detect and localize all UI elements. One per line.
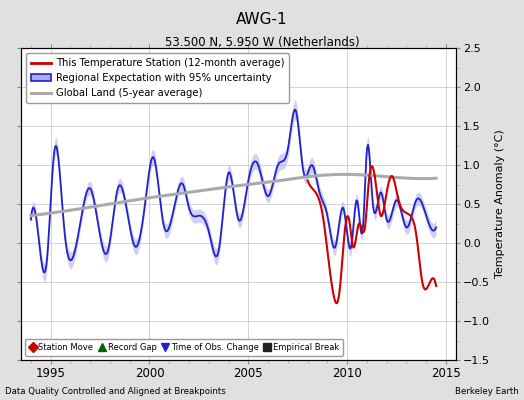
Legend: Station Move, Record Gap, Time of Obs. Change, Empirical Break: Station Move, Record Gap, Time of Obs. C… bbox=[25, 338, 343, 356]
Text: Berkeley Earth: Berkeley Earth bbox=[455, 387, 519, 396]
Text: AWG-1: AWG-1 bbox=[236, 12, 288, 27]
Y-axis label: Temperature Anomaly (°C): Temperature Anomaly (°C) bbox=[495, 130, 505, 278]
Text: 53.500 N, 5.950 W (Netherlands): 53.500 N, 5.950 W (Netherlands) bbox=[165, 36, 359, 49]
Text: Data Quality Controlled and Aligned at Breakpoints: Data Quality Controlled and Aligned at B… bbox=[5, 387, 226, 396]
